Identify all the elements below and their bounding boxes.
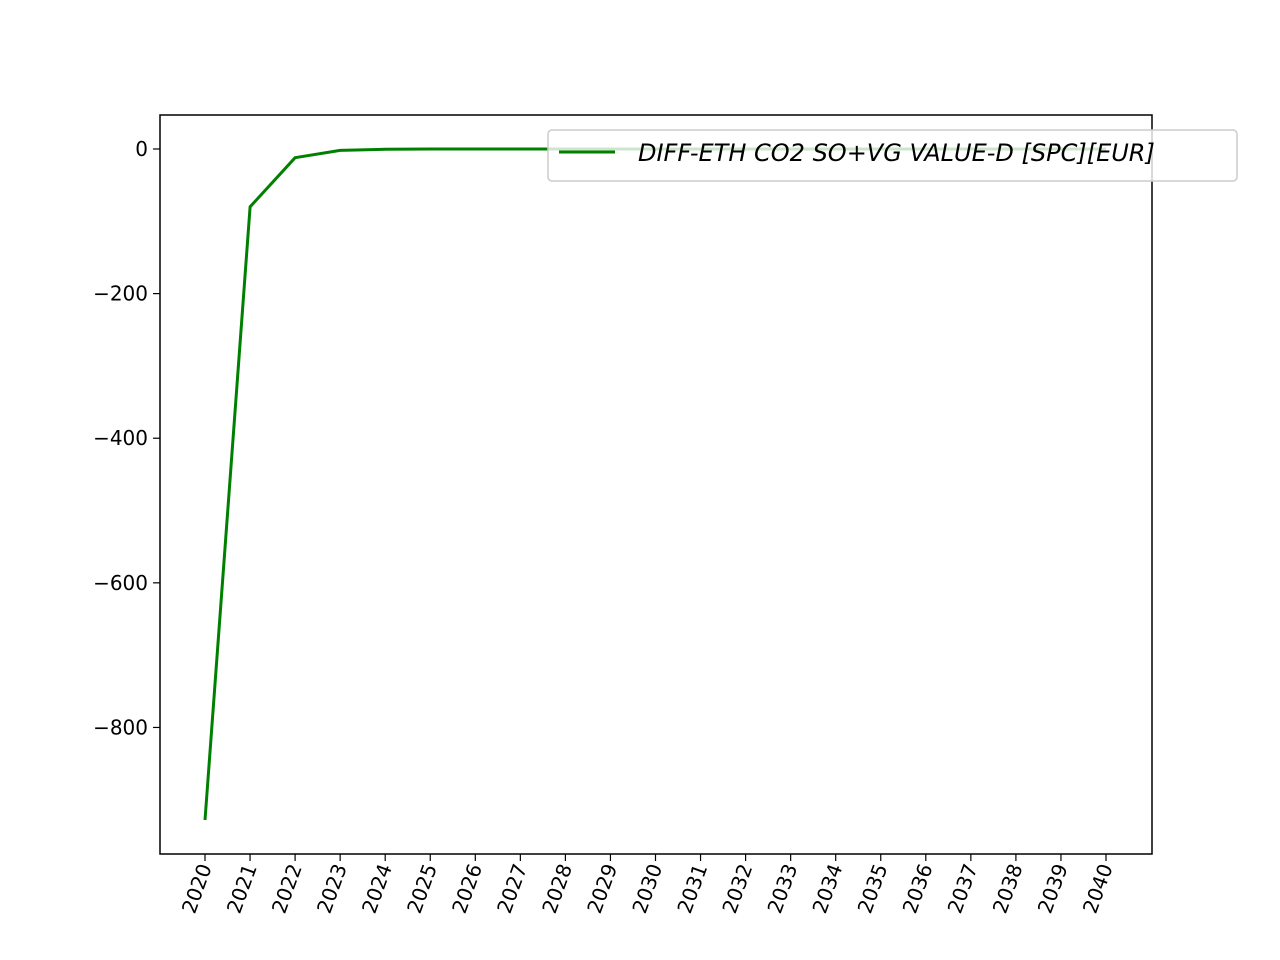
plot-frame [159, 114, 1153, 855]
x-tick-label: 2023 [312, 861, 352, 917]
x-tick-label: 2036 [898, 861, 938, 917]
x-tick-label: 2026 [447, 861, 487, 917]
x-tick-label: 2021 [222, 861, 262, 917]
x-tick-label: 2037 [943, 861, 983, 917]
x-axis: 2020 2021 2022 2023 2024 2025 2026 2027 2028 2029… [177, 854, 1118, 917]
x-tick-label: 2028 [537, 861, 577, 917]
legend-label: DIFF-ETH CO2 SO+VG VALUE-D [SPC][EUR] [638, 139, 1155, 167]
x-tick-label: 2029 [582, 861, 622, 917]
x-tick-label: 2020 [177, 861, 217, 917]
plot-area [159, 114, 1153, 855]
x-tick-label: 2033 [762, 861, 802, 917]
x-tick-label: 2027 [492, 861, 532, 917]
y-axis: 0 −200 −400 −600 −800 [93, 137, 160, 739]
x-tick-label: 2032 [717, 861, 757, 917]
legend-box [547, 129, 1238, 182]
x-tick-label: 2038 [988, 861, 1028, 917]
x-tick-label: 2035 [852, 861, 892, 917]
x-tick-label: 2031 [672, 861, 712, 917]
x-tick-label: 2030 [627, 861, 667, 917]
x-tick-label: 2025 [402, 861, 442, 917]
x-tick-label: 2040 [1078, 861, 1118, 917]
x-tick-label: 2034 [807, 861, 847, 917]
x-tick-label: 2024 [357, 861, 397, 917]
y-tick-label: −800 [93, 715, 148, 739]
y-tick-label: −600 [93, 571, 148, 595]
x-tick-label: 2039 [1033, 861, 1073, 917]
legend: DIFF-ETH CO2 SO+VG VALUE-D [SPC][EUR] [547, 129, 1238, 182]
y-tick-label: 0 [135, 137, 148, 161]
y-tick-label: −200 [93, 282, 148, 306]
x-tick-label: 2022 [267, 861, 307, 917]
y-tick-label: −400 [93, 426, 148, 450]
